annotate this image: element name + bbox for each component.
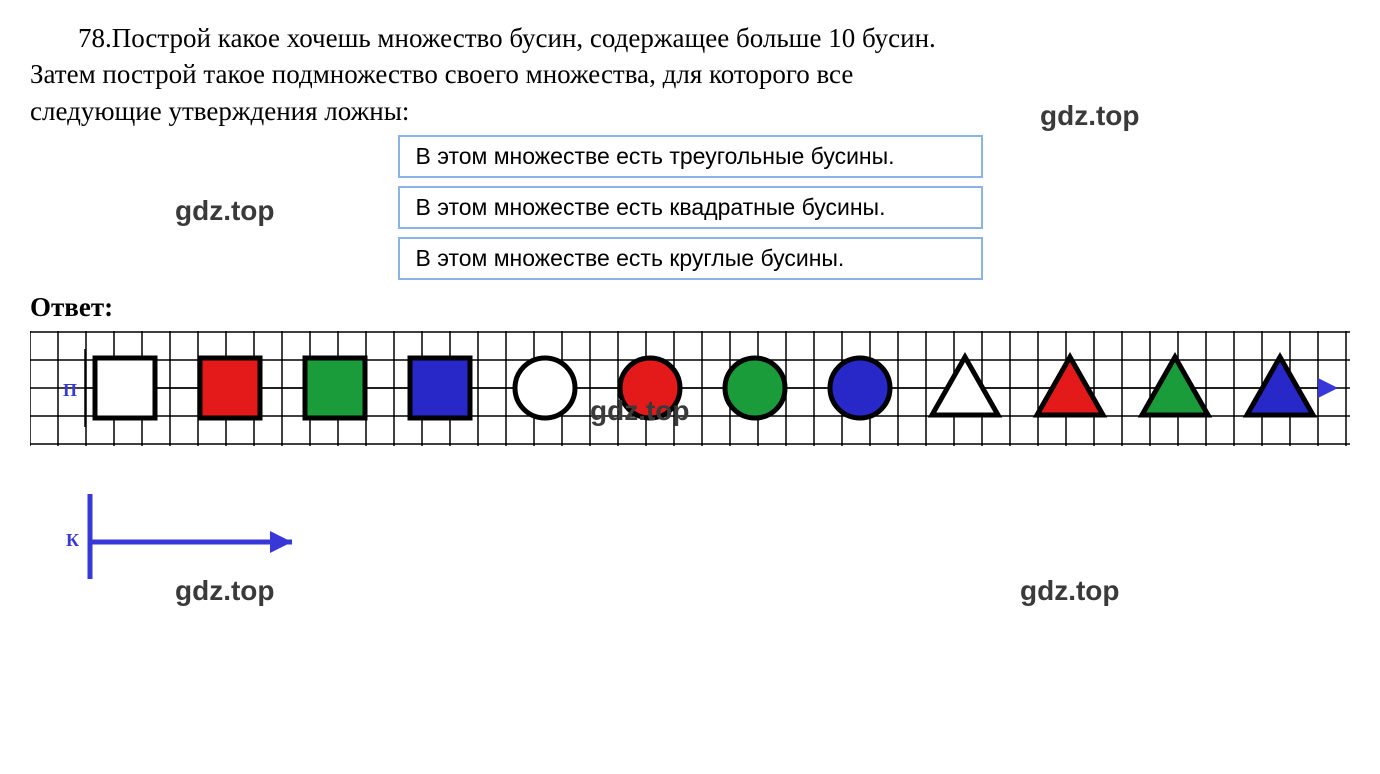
bead-circle xyxy=(515,358,575,418)
bead-square xyxy=(95,358,155,418)
bead-strip-subset: К xyxy=(30,464,320,594)
axis-label-p: П xyxy=(63,380,77,401)
bead-circle xyxy=(725,358,785,418)
bead-strip-main: П xyxy=(30,331,1350,446)
text-line-2: Затем построй такое подмножество своего … xyxy=(30,59,853,89)
axis-label-k: К xyxy=(66,530,79,551)
bead-triangle xyxy=(1037,357,1103,415)
grid-main xyxy=(30,331,1350,446)
bead-circle xyxy=(620,358,680,418)
bead-triangle xyxy=(1142,357,1208,415)
statement-list: В этом множестве есть треугольные бусины… xyxy=(0,135,1380,280)
text-line-3: следующие утверждения ложны: xyxy=(30,96,409,126)
answer-label: Ответ: xyxy=(30,292,1380,323)
bead-triangle xyxy=(932,357,998,415)
statement-box: В этом множестве есть квадратные бусины. xyxy=(398,186,983,229)
bead-square xyxy=(410,358,470,418)
bead-square xyxy=(200,358,260,418)
statement-box: В этом множестве есть треугольные бусины… xyxy=(398,135,983,178)
grid-subset xyxy=(30,464,320,594)
bead-square xyxy=(305,358,365,418)
arrow-head-icon xyxy=(270,531,292,553)
statement-box: В этом множестве есть круглые бусины. xyxy=(398,237,983,280)
bead-circle xyxy=(830,358,890,418)
bead-triangle xyxy=(1247,357,1313,415)
problem-statement: 78.Построй какое хочешь множество бусин,… xyxy=(0,0,1380,129)
arrow-head-icon xyxy=(1318,378,1338,398)
watermark: gdz.top xyxy=(1020,575,1120,607)
problem-number: 78. xyxy=(78,23,112,53)
text-line-1: Построй какое хочешь множество бусин, со… xyxy=(112,23,936,53)
